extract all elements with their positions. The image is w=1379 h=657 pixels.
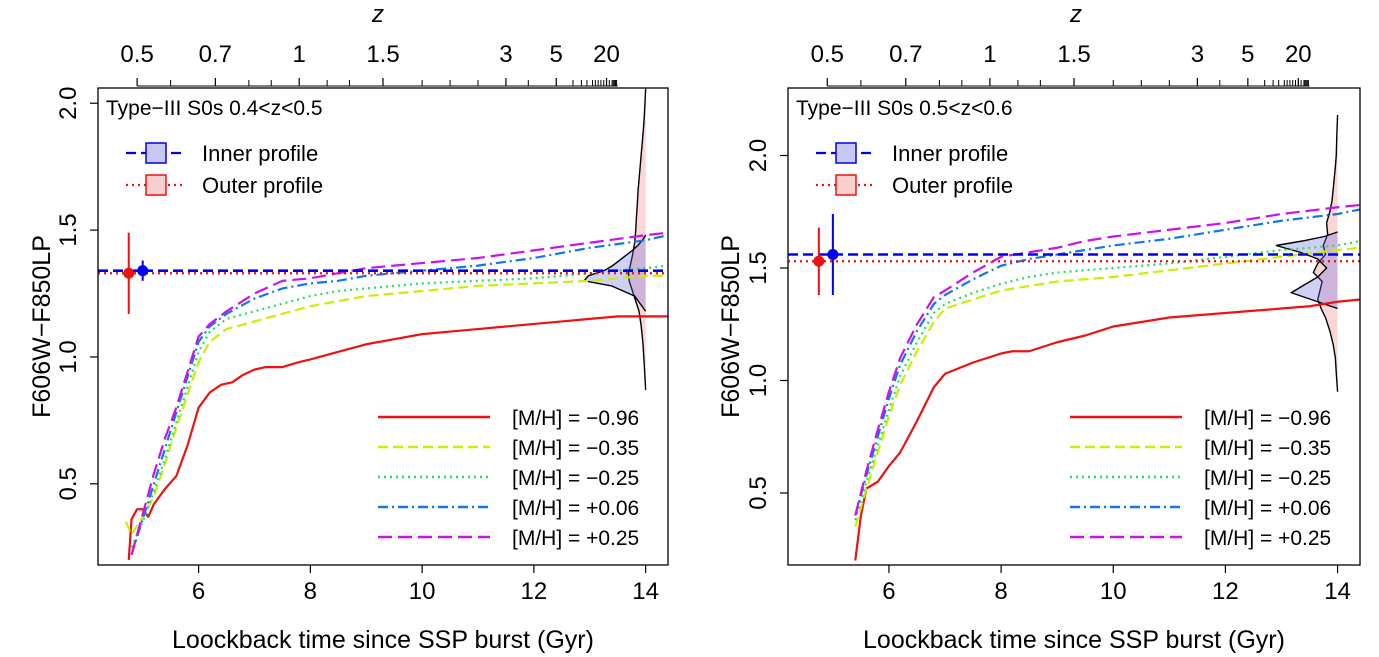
x-tick-label: 14 xyxy=(1324,578,1351,605)
top-axis-title: z xyxy=(1069,1,1082,28)
x-axis-title: Loockback time since SSP burst (Gyr) xyxy=(863,626,1285,654)
axes-frame xyxy=(97,87,669,566)
series-line-3 xyxy=(854,239,1360,521)
x-tick-label: 6 xyxy=(882,578,895,605)
legend-series-label: [M/H] = +0.06 xyxy=(512,497,639,520)
legend-series-label: [M/H] = −0.35 xyxy=(1204,437,1331,460)
inner-profile-point xyxy=(137,265,149,277)
inner-profile-point xyxy=(827,249,839,260)
panel-title: Type−III S0s 0.5<z<0.6 xyxy=(796,97,1013,120)
legend-profile-swatch xyxy=(835,142,857,164)
y-tick-label: 1.0 xyxy=(55,340,82,373)
legend-series-label: [M/H] = −0.96 xyxy=(1204,407,1331,430)
x-tick-label: 8 xyxy=(994,578,1007,605)
top-axis-title: z xyxy=(371,1,384,28)
y-tick-label: 0.5 xyxy=(745,476,772,509)
legend-series-label: [M/H] = −0.35 xyxy=(512,437,639,460)
series-line-5 xyxy=(854,203,1360,516)
top-tick-label: 20 xyxy=(1285,41,1312,68)
legend-series-label: [M/H] = −0.25 xyxy=(512,467,639,490)
series-line-4 xyxy=(854,208,1360,516)
legend-profile-label: Inner profile xyxy=(202,141,318,166)
y-tick-label: 0.5 xyxy=(55,467,82,500)
legend-series-label: [M/H] = +0.25 xyxy=(512,527,639,550)
legend-profile-swatch xyxy=(145,174,167,196)
x-tick-label: 10 xyxy=(1100,578,1127,605)
x-tick-label: 12 xyxy=(1212,578,1239,605)
y-tick-label: 1.0 xyxy=(745,364,772,397)
plot-area xyxy=(98,88,668,561)
y-tick-label: 1.5 xyxy=(745,251,772,284)
chart-panel-1: 6 8 10 12 14 0.5 1.0 1.5 2.0 0.5 0.7 1 1.5 3 5 20 z Loock… xyxy=(28,1,669,654)
y-axis-title: F606W−F850LP xyxy=(28,235,56,418)
top-tick-label: 0.7 xyxy=(889,41,922,68)
series-line-5 xyxy=(130,231,668,556)
legend-series-label: [M/H] = −0.96 xyxy=(512,407,639,430)
x-axis-title: Loockback time since SSP burst (Gyr) xyxy=(172,626,594,654)
top-tick-label: 3 xyxy=(499,41,512,68)
top-tick-label: 0.5 xyxy=(120,41,153,68)
distribution-fill-1 xyxy=(628,88,646,390)
legend-profile-label: Outer profile xyxy=(892,173,1013,198)
axes-frame xyxy=(787,87,1361,566)
series-line-1 xyxy=(854,298,1360,561)
x-tick-label: 10 xyxy=(409,578,436,605)
legend-profile-label: Inner profile xyxy=(892,141,1008,166)
legend-series-label: [M/H] = −0.25 xyxy=(1204,467,1331,490)
legend-profile-label: Outer profile xyxy=(202,173,323,198)
legend-profile-swatch xyxy=(145,142,167,164)
top-tick-label: 0.5 xyxy=(811,41,844,68)
top-tick-label: 1 xyxy=(292,41,305,68)
series-line-1 xyxy=(127,315,668,561)
x-tick-label: 6 xyxy=(192,578,205,605)
y-tick-label: 2.0 xyxy=(745,139,772,172)
legend-profile-swatch xyxy=(835,174,857,196)
plot-area xyxy=(788,114,1360,561)
x-tick-label: 14 xyxy=(632,578,659,605)
distribution-outline-2 xyxy=(582,234,647,312)
series-line-2 xyxy=(124,274,668,536)
chart-panel-2: 6 8 10 12 14 0.5 1.0 1.5 2.0 0.5 0.7 1 1.5 3 5 20 z Loock… xyxy=(717,1,1361,654)
top-tick-label: 3 xyxy=(1191,41,1204,68)
y-tick-label: 2.0 xyxy=(55,87,82,120)
legend-series-label: [M/H] = +0.25 xyxy=(1204,527,1331,550)
top-tick-label: 1.5 xyxy=(1057,41,1090,68)
y-tick-label: 1.5 xyxy=(55,213,82,246)
x-tick-label: 12 xyxy=(521,578,548,605)
distribution-outline-1 xyxy=(1312,114,1339,392)
y-axis-title: F606W−F850LP xyxy=(717,235,745,418)
legend-series-label: [M/H] = +0.06 xyxy=(1204,497,1331,520)
outer-profile-point xyxy=(123,267,135,279)
panel-title: Type−III S0s 0.4<z<0.5 xyxy=(106,97,323,120)
series-line-4 xyxy=(130,234,668,556)
top-tick-label: 20 xyxy=(593,41,620,68)
top-tick-label: 5 xyxy=(1241,41,1254,68)
distribution-outline-2 xyxy=(1275,231,1338,310)
top-tick-label: 5 xyxy=(550,41,563,68)
outer-profile-point xyxy=(813,255,825,267)
top-tick-label: 1.5 xyxy=(366,41,399,68)
top-tick-label: 0.7 xyxy=(199,41,232,68)
x-tick-label: 8 xyxy=(304,578,317,605)
top-tick-label: 1 xyxy=(983,41,996,68)
